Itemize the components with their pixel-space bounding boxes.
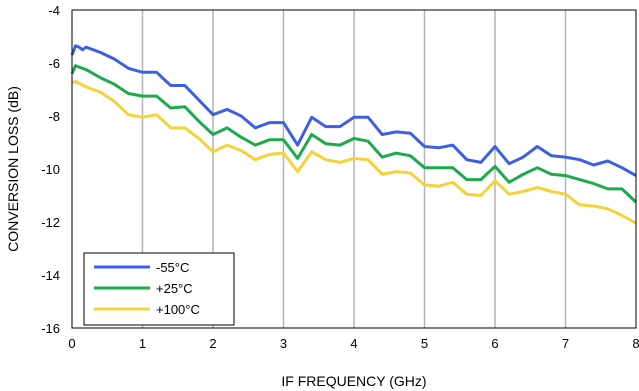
x-tick-label: 8 xyxy=(632,336,639,351)
y-tick-label: -12 xyxy=(41,215,60,230)
x-tick-label: 3 xyxy=(280,336,287,351)
x-tick-label: 5 xyxy=(421,336,428,351)
legend: -55°C +25°C +100°C xyxy=(83,252,235,326)
x-tick-label: 1 xyxy=(139,336,146,351)
y-tick-label: -8 xyxy=(48,109,60,124)
series-line-2 xyxy=(71,80,637,225)
y-tick-label: -10 xyxy=(41,162,60,177)
x-axis-ticks: 0 1 2 3 4 5 6 7 8 xyxy=(68,336,639,351)
legend-entry: -55°C xyxy=(156,260,189,275)
y-tick-label: -14 xyxy=(41,268,60,283)
series-line-1 xyxy=(70,64,638,204)
series-line-0 xyxy=(70,44,637,177)
x-tick-label: 0 xyxy=(68,336,75,351)
y-tick-label: -6 xyxy=(48,56,60,71)
y-tick-label: -4 xyxy=(48,3,60,18)
series-lines xyxy=(70,44,638,225)
y-axis-label: CONVERSION LOSS (dB) xyxy=(5,86,21,252)
x-tick-label: 7 xyxy=(562,336,569,351)
x-tick-label: 2 xyxy=(209,336,216,351)
legend-entry: +25°C xyxy=(156,281,193,296)
x-axis-label: IF FREQUENCY (GHz) xyxy=(281,373,426,389)
plot-frame xyxy=(71,9,637,329)
y-axis-ticks: -4 -6 -8 -10 -12 -14 -16 xyxy=(41,3,60,336)
y-tick-label: -16 xyxy=(41,321,60,336)
x-tick-label: 6 xyxy=(491,336,498,351)
x-tick-label: 4 xyxy=(350,336,357,351)
legend-entry: +100°C xyxy=(156,302,200,317)
